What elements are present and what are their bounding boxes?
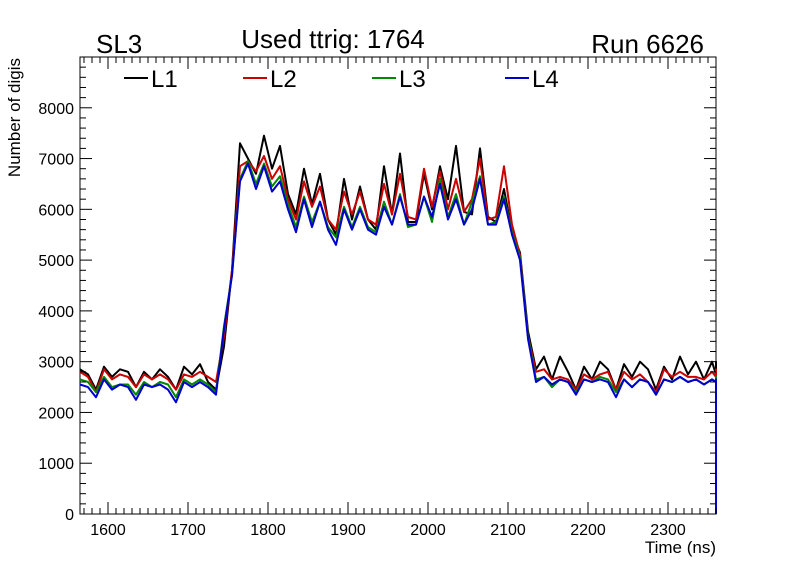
y-axis-label: Number of digis: [5, 58, 24, 177]
y-tick-label: 2000: [38, 405, 74, 422]
series-lines: [79, 134, 717, 514]
chart-title: Used ttrig: 1764: [241, 24, 425, 54]
x-tick-label: 1800: [250, 522, 286, 539]
run-label: Run 6626: [591, 29, 704, 59]
series-line-l1: [79, 134, 717, 514]
series-line-l2: [79, 155, 717, 514]
y-tick-label: 3000: [38, 355, 74, 372]
y-tick-label: 1000: [38, 456, 74, 473]
plot-border: [79, 56, 717, 515]
legend: L1 L2 L3 L4: [124, 66, 559, 93]
y-tick-label: 0: [65, 507, 74, 524]
legend-label-l1: L1: [151, 66, 178, 93]
y-axis-ticks: 0 1000 2000 3000 4000 5000 6000 7000 8000: [38, 56, 716, 524]
x-tick-label: 2000: [410, 522, 446, 539]
x-tick-label: 1600: [90, 522, 126, 539]
x-tick-label: 1700: [170, 522, 206, 539]
y-tick-label: 6000: [38, 202, 74, 219]
legend-label-l3: L3: [399, 66, 426, 93]
legend-label-l2: L2: [270, 66, 297, 93]
y-tick-label: 7000: [38, 152, 74, 169]
x-tick-label: 2200: [570, 522, 606, 539]
legend-label-l4: L4: [532, 66, 559, 93]
series-line-l4: [79, 162, 717, 514]
x-tick-label: 1900: [330, 522, 366, 539]
x-tick-label: 2300: [650, 522, 686, 539]
x-axis-ticks: 1600 1700 1800 1900 2000 2100 2200 2300: [83, 57, 717, 539]
superlayer-label: SL3: [96, 29, 142, 59]
x-tick-label: 2100: [490, 522, 526, 539]
y-tick-label: 5000: [38, 253, 74, 270]
y-tick-label: 8000: [38, 101, 74, 118]
x-axis-label: Time (ns): [645, 538, 716, 557]
y-tick-label: 4000: [38, 304, 74, 321]
plot-frame: [79, 56, 717, 515]
